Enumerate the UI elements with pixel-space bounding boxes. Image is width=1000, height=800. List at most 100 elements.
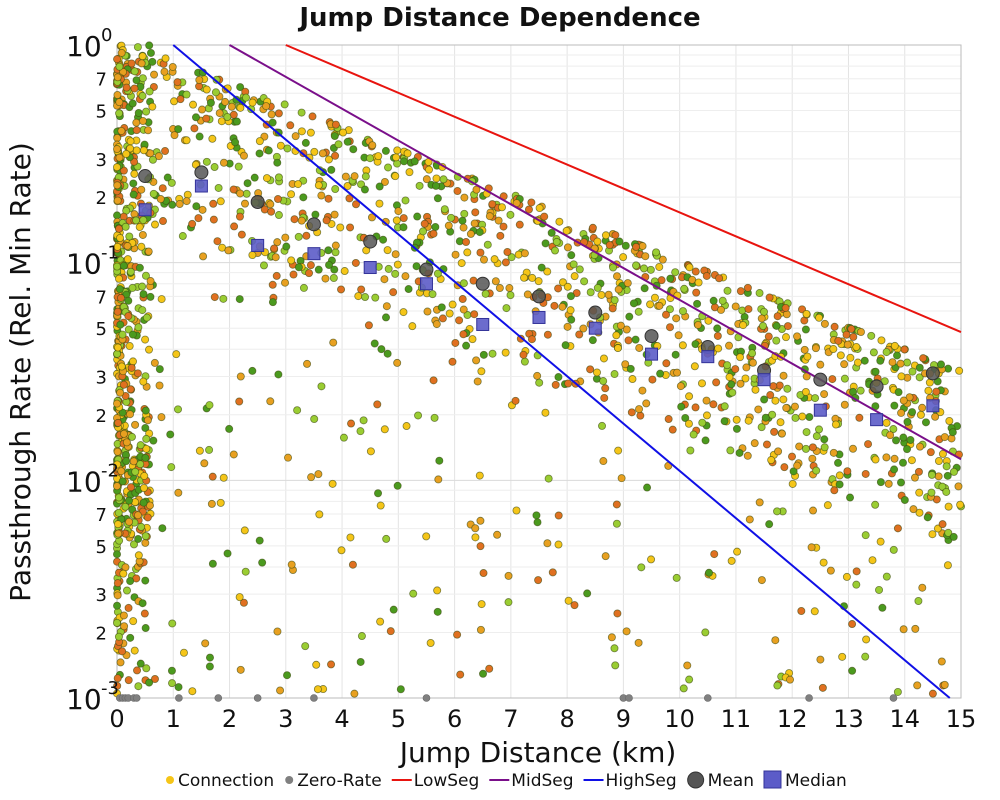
connection-point [834, 336, 843, 345]
connection-point [268, 298, 277, 307]
connection-point [632, 242, 641, 251]
connection-point [564, 379, 573, 388]
x-tick-label: 12 [777, 705, 808, 733]
connection-point [727, 380, 736, 389]
connection-point [219, 158, 228, 167]
connection-point [548, 568, 557, 577]
y-minor-tick-label: 7 [96, 70, 107, 91]
mean-marker [588, 305, 603, 320]
connection-point [116, 388, 125, 397]
connection-point [702, 271, 711, 280]
connection-point [629, 299, 638, 308]
connection-point [772, 336, 781, 345]
connection-point [466, 229, 475, 238]
connection-point [459, 223, 468, 232]
connection-point [431, 222, 440, 231]
lowseg-line [285, 44, 962, 333]
connection-point [422, 532, 431, 541]
connection-point [472, 185, 481, 194]
connection-point [239, 151, 248, 160]
connection-point [131, 467, 140, 476]
connection-point [393, 358, 402, 367]
connection-point [235, 295, 244, 304]
connection-point [937, 360, 946, 369]
connection-point [116, 320, 125, 329]
connection-point [797, 607, 806, 616]
connection-point [471, 533, 480, 542]
connection-point [918, 403, 927, 412]
connection-point [140, 609, 149, 618]
connection-point [725, 341, 734, 350]
connection-point [307, 473, 316, 482]
mean-marker [250, 194, 265, 209]
connection-point [570, 272, 579, 281]
connection-point [823, 501, 832, 510]
connection-point [281, 278, 290, 287]
connection-point [125, 496, 134, 505]
connection-point [779, 371, 788, 380]
connection-point [150, 358, 159, 367]
connection-point [195, 446, 204, 455]
connection-point [337, 546, 346, 555]
connection-point [113, 399, 122, 408]
connection-point [130, 169, 139, 178]
connection-point [598, 421, 607, 430]
connection-point [765, 520, 774, 529]
connection-point [798, 412, 807, 421]
connection-point [141, 532, 150, 541]
connection-point [835, 480, 844, 489]
mean-marker [644, 329, 659, 344]
connection-point [848, 620, 857, 629]
connection-point [637, 563, 646, 572]
mean-marker [138, 169, 153, 184]
connection-point [122, 83, 131, 92]
connection-point [138, 52, 147, 61]
connection-point [818, 683, 827, 692]
connection-point [928, 689, 937, 698]
connection-point [647, 555, 656, 564]
connection-point [453, 630, 462, 639]
median-marker [813, 403, 827, 417]
y-tick-exponent: -2 [101, 460, 119, 481]
connection-point [384, 163, 393, 172]
connection-point [346, 223, 355, 232]
connection-point [942, 462, 951, 471]
connection-point [331, 248, 340, 257]
connection-point [360, 185, 369, 194]
connection-point [762, 440, 771, 449]
median-marker [307, 247, 321, 261]
connection-point [115, 274, 124, 283]
connection-point [322, 216, 331, 225]
connection-point [262, 102, 271, 111]
mean-marker [869, 379, 884, 394]
connection-point [315, 510, 324, 519]
connection-point [176, 95, 185, 104]
connection-point [847, 324, 856, 333]
connection-point [773, 507, 782, 516]
connection-point [613, 272, 622, 281]
connection-point [877, 336, 886, 345]
connection-point [121, 222, 130, 231]
connection-point [119, 166, 128, 175]
connection-point [210, 293, 219, 302]
connection-point [117, 48, 126, 57]
connection-point [428, 290, 437, 299]
connection-point [376, 501, 385, 510]
connection-point [892, 436, 901, 445]
connection-point [138, 74, 147, 83]
connection-point [267, 110, 276, 119]
connection-point [115, 98, 124, 107]
connection-point [488, 349, 497, 358]
y-minor-tick-label: 7 [96, 505, 107, 526]
connection-point [146, 277, 155, 286]
connection-point [642, 399, 651, 408]
connection-point [777, 429, 786, 438]
connection-point [861, 652, 870, 661]
connection-point [284, 453, 293, 462]
y-minor-tick-label: 5 [96, 319, 107, 340]
connection-point [137, 242, 146, 251]
connection-point [113, 90, 122, 99]
connection-point [656, 369, 665, 378]
connection-point [856, 328, 865, 337]
connection-point [122, 457, 131, 466]
